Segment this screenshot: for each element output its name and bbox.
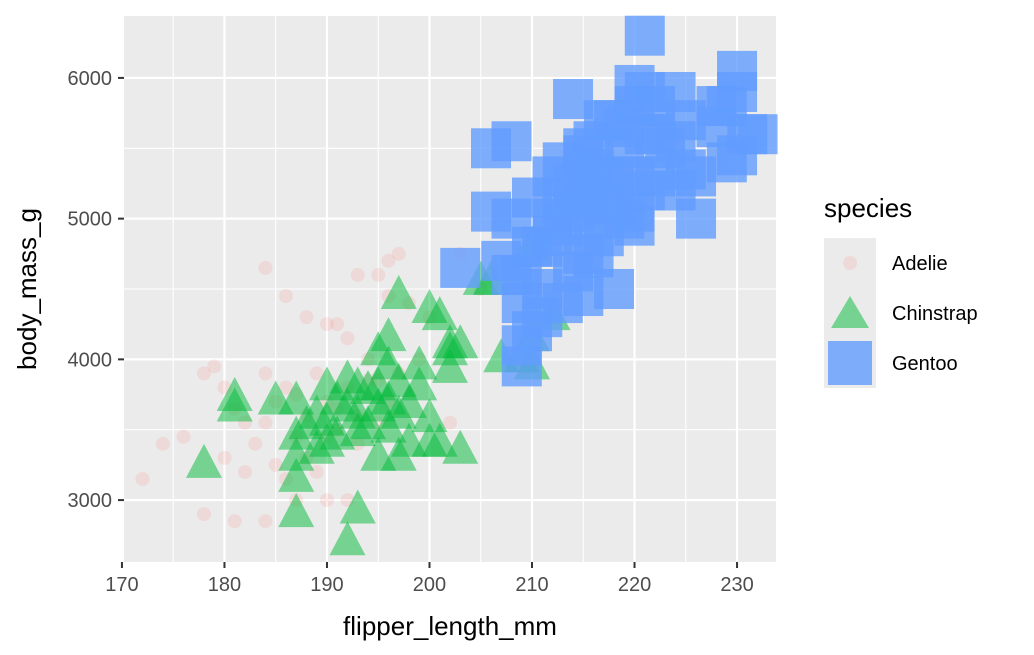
point-chinstrap: [401, 366, 438, 401]
point-chinstrap: [442, 429, 479, 464]
series-gentoo: [440, 15, 778, 387]
legend-item-chinstrap: Chinstrap: [824, 288, 978, 338]
point-chinstrap: [380, 274, 417, 309]
x-tick-label: 170: [105, 574, 138, 596]
point-chinstrap: [432, 348, 468, 383]
legend-item-gentoo: Gentoo: [824, 338, 958, 388]
legend-key-gentoo: [828, 341, 872, 385]
point-adelie: [350, 267, 365, 282]
point-chinstrap: [278, 380, 315, 415]
x-axis: 170 180 190 200 210 220 230: [105, 562, 754, 596]
point-chinstrap: [339, 489, 376, 524]
point-gentoo: [624, 15, 665, 56]
point-adelie: [299, 310, 314, 325]
point-adelie: [258, 260, 273, 275]
point-gentoo: [594, 269, 635, 309]
legend-title: species: [824, 193, 912, 223]
point-adelie: [227, 514, 242, 529]
point-adelie: [176, 429, 191, 444]
point-gentoo: [635, 114, 676, 155]
legend-key-adelie: [843, 256, 857, 270]
point-gentoo: [717, 50, 758, 91]
x-tick-label: 210: [515, 574, 548, 596]
point-gentoo: [491, 121, 532, 162]
legend-key-background: [824, 238, 876, 288]
point-adelie: [391, 246, 406, 261]
point-chinstrap: [278, 493, 315, 528]
point-gentoo: [440, 247, 481, 288]
legend-label-adelie: Adelie: [892, 253, 948, 275]
point-chinstrap: [390, 384, 427, 419]
data-points: [135, 15, 778, 556]
point-chinstrap: [442, 324, 479, 359]
point-adelie: [258, 514, 273, 529]
point-adelie: [309, 464, 324, 479]
point-chinstrap: [401, 345, 438, 380]
point-adelie: [371, 267, 386, 282]
point-chinstrap: [329, 521, 366, 556]
y-axis: 3000 4000 5000 6000: [68, 68, 124, 512]
point-gentoo: [614, 191, 655, 232]
point-chinstrap: [185, 443, 222, 478]
point-adelie: [278, 380, 293, 395]
point-chinstrap: [370, 317, 407, 352]
legend-label-chinstrap: Chinstrap: [892, 303, 978, 325]
point-chinstrap: [421, 296, 458, 331]
point-adelie: [258, 366, 273, 381]
point-chinstrap: [278, 457, 315, 492]
point-gentoo: [676, 198, 717, 239]
legend-item-adelie: Adelie: [824, 238, 948, 288]
point-adelie: [330, 317, 345, 332]
point-adelie: [319, 493, 334, 508]
point-gentoo: [737, 114, 778, 155]
y-tick-label: 3000: [68, 490, 113, 512]
x-tick-label: 200: [413, 574, 446, 596]
point-adelie: [278, 289, 293, 304]
y-axis-title: body_mass_g: [12, 208, 42, 370]
point-adelie: [155, 436, 170, 451]
point-adelie: [381, 253, 396, 268]
point-chinstrap: [421, 422, 458, 457]
x-tick-label: 180: [208, 574, 241, 596]
point-adelie: [217, 450, 232, 465]
x-tick-label: 220: [618, 574, 651, 596]
point-adelie: [258, 415, 273, 430]
point-adelie: [248, 436, 263, 451]
legend-keys: Adelie Chinstrap Gentoo: [824, 238, 978, 388]
point-adelie: [340, 331, 355, 346]
point-adelie: [237, 464, 252, 479]
legend-key-chinstrap: [831, 296, 869, 328]
point-adelie: [135, 471, 150, 486]
point-adelie: [207, 359, 222, 374]
point-adelie: [196, 366, 211, 381]
x-tick-label: 190: [310, 574, 343, 596]
y-tick-label: 5000: [68, 209, 113, 231]
point-gentoo: [501, 346, 542, 387]
minor-gridlines: [124, 16, 776, 562]
y-tick-label: 4000: [68, 349, 113, 371]
point-adelie: [309, 366, 324, 381]
point-gentoo: [573, 149, 614, 190]
point-chinstrap: [216, 376, 253, 411]
point-adelie: [443, 415, 457, 430]
point-adelie: [268, 457, 283, 472]
legend-label-gentoo: Gentoo: [892, 353, 958, 375]
point-chinstrap: [411, 398, 448, 433]
x-tick-label: 230: [720, 574, 753, 596]
legend: species Adelie Chinstrap Gentoo: [824, 193, 978, 388]
point-adelie: [196, 507, 211, 522]
point-adelie: [319, 317, 334, 332]
x-axis-title: flipper_length_mm: [343, 611, 557, 641]
y-tick-label: 6000: [68, 68, 113, 90]
